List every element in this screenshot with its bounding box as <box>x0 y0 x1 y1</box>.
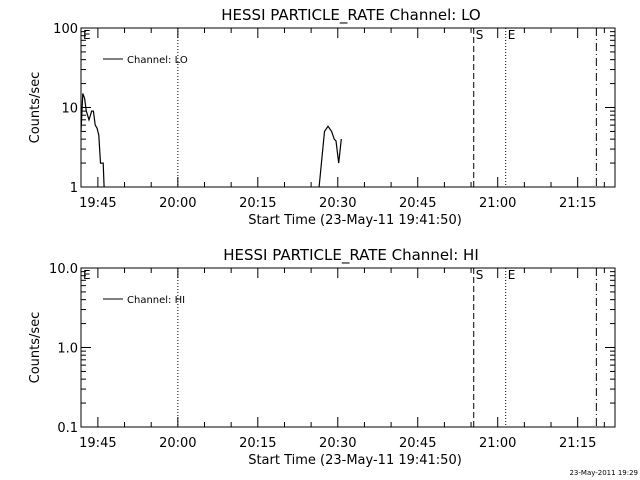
chart-title: HESSI PARTICLE_RATE Channel: HI <box>223 246 479 265</box>
y-tick-label: 10.0 <box>49 262 78 277</box>
marker-label: E <box>508 28 516 42</box>
y-tick-label: 1 <box>70 181 78 196</box>
legend-entry: Channel: LO <box>127 55 188 66</box>
y-tick-label: 0.1 <box>57 421 78 436</box>
y-axis-label: Counts/sec <box>28 312 43 384</box>
marker-label: E <box>83 268 91 282</box>
x-tick-label: 19:45 <box>79 436 116 451</box>
x-tick-label: 20:30 <box>319 436 356 451</box>
plot-frame <box>80 267 616 428</box>
marker-label: E <box>508 268 516 282</box>
x-tick-label: 20:15 <box>239 196 276 211</box>
plot-frame <box>80 27 616 188</box>
y-tick-label: 1.0 <box>57 342 78 357</box>
x-tick-label: 20:45 <box>399 196 436 211</box>
series-line-segment-1 <box>318 125 342 188</box>
x-tick-label: 20:45 <box>399 436 436 451</box>
x-axis-label: Start Time (23-May-11 19:41:50) <box>248 453 462 468</box>
panel-hi: HESSI PARTICLE_RATE Channel: HI Start Tim… <box>28 246 616 468</box>
x-tick-label: 20:00 <box>159 196 196 211</box>
y-axis-label: Counts/sec <box>28 72 43 144</box>
legend-entry: Channel: HI <box>127 295 185 306</box>
x-tick-label: 20:00 <box>159 436 196 451</box>
x-tick-label: 21:00 <box>479 436 516 451</box>
x-tick-label: 21:15 <box>559 436 596 451</box>
x-tick-label: 21:00 <box>479 196 516 211</box>
series-line-segment-0 <box>80 93 105 188</box>
marker-label: S <box>476 28 484 42</box>
y-tick-label: 100 <box>53 22 78 37</box>
panel-lo: HESSI PARTICLE_RATE Channel: LO Start Tim… <box>28 6 616 228</box>
x-tick-label: 19:45 <box>79 196 116 211</box>
marker-label: E <box>83 28 91 42</box>
x-tick-label: 20:15 <box>239 436 276 451</box>
x-tick-label: 21:15 <box>559 196 596 211</box>
chart-title: HESSI PARTICLE_RATE Channel: LO <box>221 6 480 25</box>
x-tick-label: 20:30 <box>319 196 356 211</box>
marker-label: S <box>476 268 484 282</box>
x-axis-label: Start Time (23-May-11 19:41:50) <box>248 213 462 228</box>
footer-timestamp: 23-May-2011 19:29 <box>569 469 638 477</box>
y-tick-label: 10 <box>61 102 78 117</box>
